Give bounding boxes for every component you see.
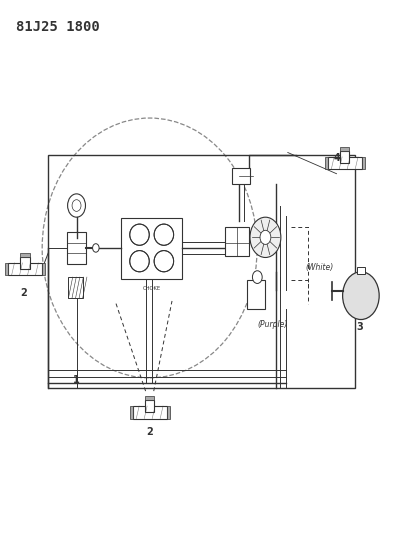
Text: 2: 2 <box>146 426 153 437</box>
Bar <box>232 168 250 184</box>
Bar <box>121 217 182 279</box>
Polygon shape <box>8 263 42 276</box>
Circle shape <box>260 230 271 245</box>
Bar <box>357 266 365 274</box>
Polygon shape <box>340 147 349 151</box>
Text: (Purple): (Purple) <box>257 320 288 329</box>
Polygon shape <box>5 263 8 276</box>
Polygon shape <box>42 263 45 276</box>
Bar <box>68 277 83 298</box>
Bar <box>48 155 355 389</box>
Text: 4: 4 <box>333 152 340 163</box>
Polygon shape <box>20 257 30 269</box>
Text: 3: 3 <box>356 322 363 332</box>
Polygon shape <box>167 406 170 418</box>
Polygon shape <box>362 157 364 169</box>
Polygon shape <box>145 397 155 400</box>
Polygon shape <box>328 157 362 169</box>
Circle shape <box>252 271 262 284</box>
Bar <box>247 280 265 309</box>
Bar <box>67 232 85 264</box>
Polygon shape <box>340 151 349 163</box>
Text: 1: 1 <box>73 375 80 385</box>
Text: 81J25 1800: 81J25 1800 <box>16 20 99 34</box>
Polygon shape <box>20 253 30 257</box>
Polygon shape <box>325 157 328 169</box>
Polygon shape <box>145 400 155 413</box>
Polygon shape <box>133 406 167 418</box>
Circle shape <box>250 217 281 257</box>
Bar <box>225 227 249 256</box>
Polygon shape <box>130 406 133 418</box>
Text: CHOKE: CHOKE <box>143 286 161 291</box>
Text: (White): (White) <box>305 263 333 272</box>
Circle shape <box>92 244 99 252</box>
Text: 2: 2 <box>20 288 27 298</box>
Circle shape <box>343 272 379 319</box>
